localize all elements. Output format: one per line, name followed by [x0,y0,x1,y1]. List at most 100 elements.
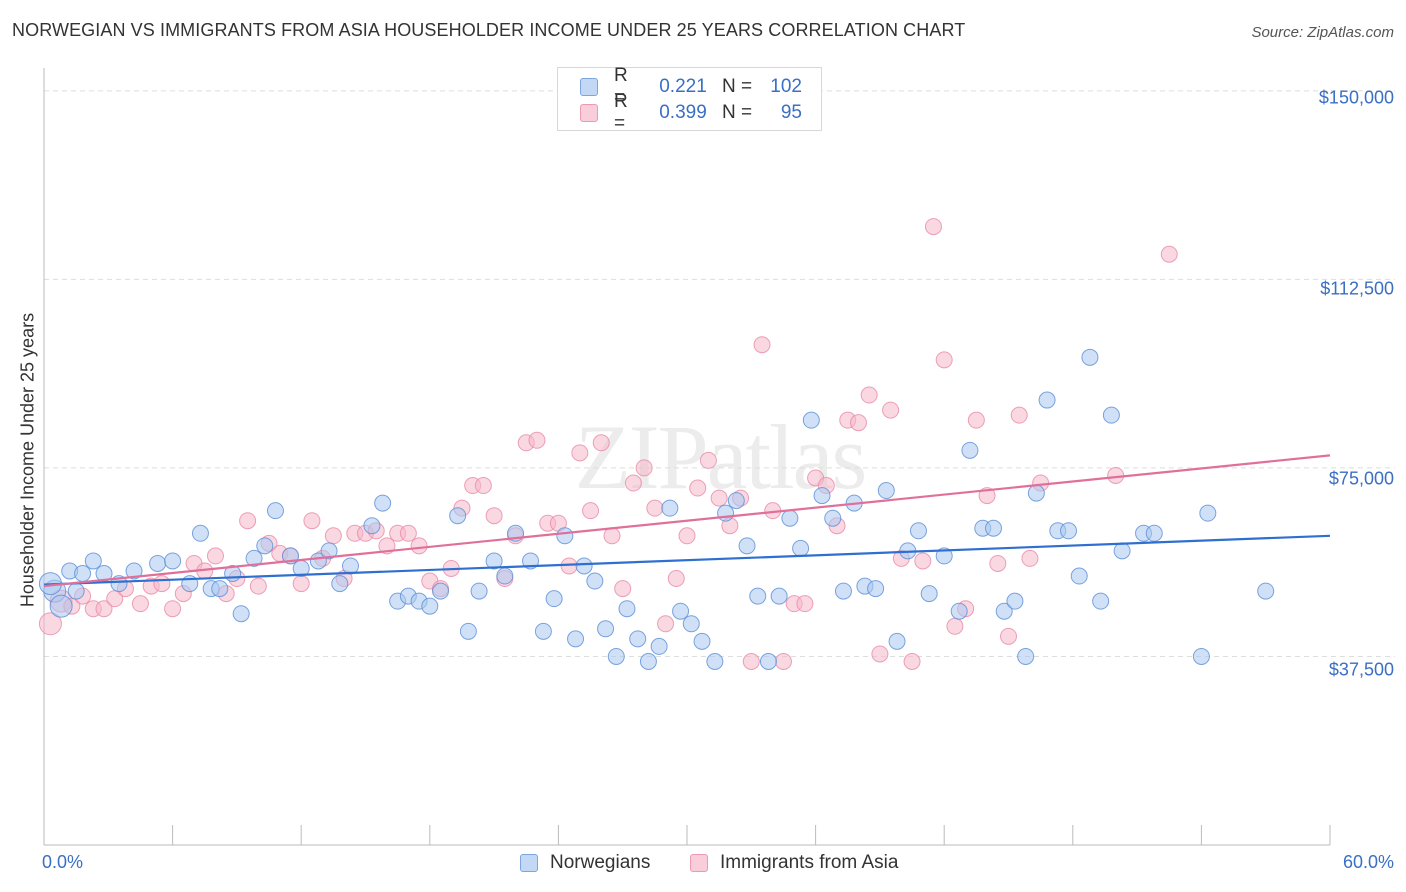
point-norwegian [920,585,938,603]
point-norwegian [320,542,338,560]
point-norwegian [245,549,263,567]
point-norwegian [727,492,745,510]
point-asia [303,512,321,530]
point-asia [324,527,342,545]
point-asia [657,615,675,633]
point-norwegian [164,552,182,570]
point-asia [635,459,653,477]
point-norwegian [824,509,842,527]
point-norwegian [575,557,593,575]
point-asia [239,512,257,530]
point-norwegian [449,507,467,525]
point-norwegian [867,580,885,598]
point-norwegian [935,547,953,565]
point-asia [614,580,632,598]
point-norwegian [1145,524,1163,542]
point-norwegian [1113,542,1131,560]
y-tick-75000: $75,000 [1328,468,1394,489]
point-norwegian [432,582,450,600]
point-norwegian [672,602,690,620]
x-tick-min: 0.0% [42,852,84,872]
legend-swatch-pink [580,104,598,122]
point-asia [582,502,600,520]
point-asia [699,451,717,469]
point-asia [592,434,610,452]
point-norwegian [556,527,574,545]
point-asia [871,645,889,663]
point-norwegian [888,632,906,650]
point-asia [774,652,792,670]
point-norwegian [1199,504,1217,522]
point-norwegian [459,622,477,640]
point-asia [914,552,932,570]
point-asia [249,577,267,595]
point-asia [924,218,942,236]
point-norwegian [266,502,284,520]
point-norwegian [995,602,1013,620]
legend-r-label: R = [614,65,628,108]
point-norwegian [909,522,927,540]
point-asia [689,479,707,497]
point-norwegian [67,582,85,600]
point-norwegian [1038,391,1056,409]
point-asia [849,414,867,432]
point-asia [399,524,417,542]
point-asia [1160,245,1178,263]
point-norwegian [661,499,679,517]
point-asia [38,612,62,636]
legend-r-value: 0.221 [659,76,707,97]
point-asia [678,527,696,545]
point-asia [989,554,1007,572]
point-norwegian [331,575,349,593]
point-asia [1107,466,1125,484]
trendline-norwegian [43,534,1331,586]
point-norwegian [781,509,799,527]
point-norwegian [950,602,968,620]
point-asia [153,575,171,593]
point-asia [860,386,878,404]
series-legend-norwegians: Norwegians [520,852,650,874]
x-tick-max: 60.0% [1342,852,1394,872]
point-norwegian [567,630,585,648]
point-asia [528,431,546,449]
legend-row-asia: R = 0.399 N = 95 [580,91,802,134]
point-asia [164,600,182,618]
series-label: Immigrants from Asia [720,852,899,873]
point-norwegian [149,554,167,572]
point-asia [1000,627,1017,645]
point-norwegian [534,622,552,640]
y-tick-37500: $37,500 [1328,659,1394,680]
series-label: Norwegians [550,852,651,873]
series-swatch-pink [690,854,708,872]
point-asia [410,537,428,555]
point-norwegian [770,587,788,605]
point-norwegian [597,620,615,638]
point-norwegian [1192,647,1210,665]
point-norwegian [1102,406,1120,424]
point-asia [935,351,953,369]
point-asia [95,600,113,618]
point-norwegian [650,637,668,655]
point-norwegian [485,552,503,570]
point-norwegian [1027,484,1045,502]
trendline-asia [43,454,1331,588]
point-asia [1010,406,1028,424]
point-norwegian [802,411,820,429]
point-norwegian [1006,592,1024,610]
point-norwegian [232,605,250,623]
point-norwegian [363,517,381,535]
point-norwegian [682,615,700,633]
point-norwegian [717,504,735,522]
point-asia [131,595,149,613]
point-norwegian [49,594,73,618]
point-asia [710,489,728,507]
point-asia [667,570,685,588]
point-asia [206,547,224,565]
point-asia [1021,549,1039,567]
point-norwegian [374,494,392,512]
source-label: Source: ZipAtlas.com [1251,24,1394,41]
point-norwegian [1060,522,1078,540]
point-norwegian [211,580,229,598]
point-norwegian [586,572,604,590]
